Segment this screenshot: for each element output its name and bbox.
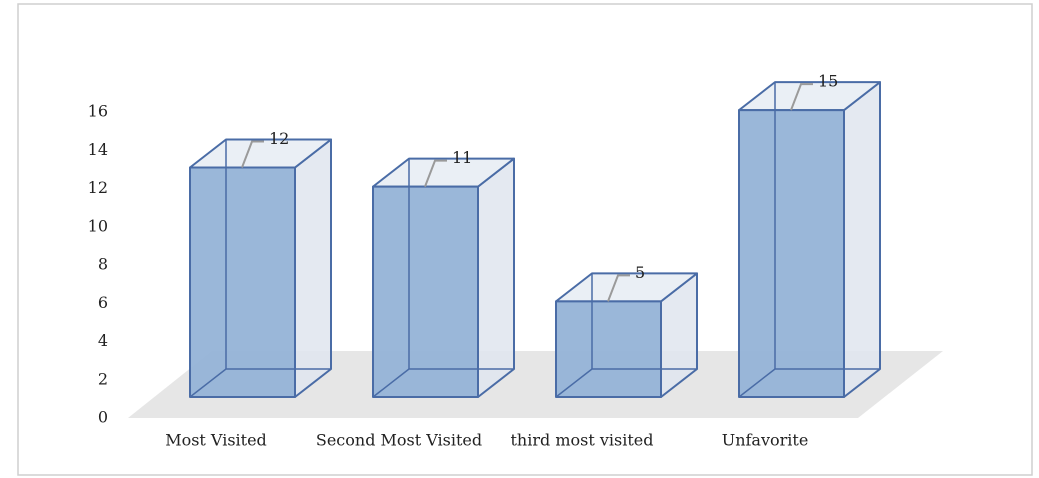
bar: [555, 272, 698, 398]
bar: [372, 157, 515, 398]
data-label: 5: [635, 263, 645, 282]
bar-front: [189, 166, 296, 398]
y-tick-label: 6: [98, 293, 108, 312]
bar-front: [555, 300, 662, 398]
bar-front: [372, 185, 479, 398]
x-tick-label: Unfavorite: [722, 431, 809, 450]
bar-front: [738, 109, 845, 398]
leader-line: [241, 140, 264, 168]
bar-side: [477, 157, 515, 398]
y-tick-label: 12: [88, 178, 108, 197]
bar: [189, 138, 332, 398]
y-tick-label: 2: [98, 369, 108, 388]
y-tick-label: 4: [98, 331, 108, 350]
x-tick-label: Most Visited: [165, 431, 267, 450]
leader-line: [790, 83, 813, 111]
leader-line: [424, 159, 447, 187]
leader-line: [607, 274, 630, 302]
y-tick-label: 14: [88, 140, 108, 159]
x-tick-label: third most visited: [511, 431, 654, 450]
y-tick-label: 8: [98, 255, 108, 274]
data-label: 12: [269, 129, 289, 148]
x-tick-label: Second Most Visited: [316, 431, 482, 450]
data-label: 11: [452, 148, 472, 167]
data-label: 15: [818, 72, 838, 91]
bar: [738, 81, 881, 398]
y-tick-label: 0: [98, 408, 108, 427]
y-tick-label: 16: [88, 102, 108, 121]
y-tick-label: 10: [88, 216, 108, 235]
bar-side: [843, 81, 881, 398]
bar-side: [294, 138, 332, 398]
